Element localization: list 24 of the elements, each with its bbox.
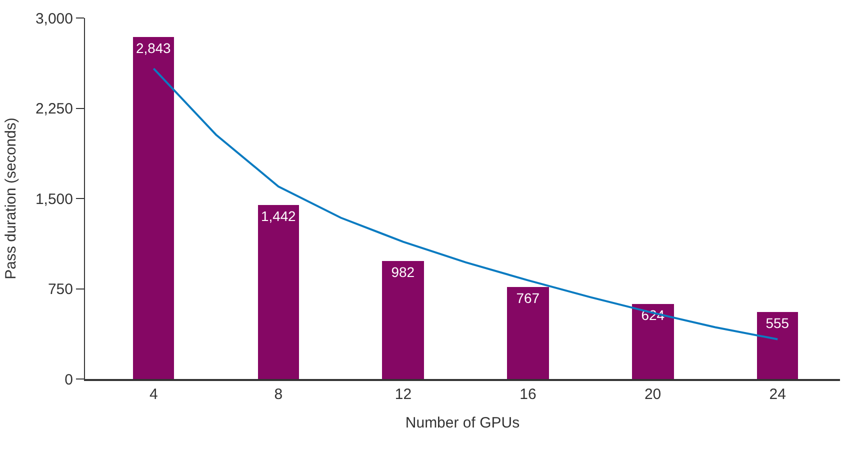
bar	[133, 37, 174, 379]
x-tick-label: 12	[394, 386, 412, 403]
y-tick-label: 750	[48, 281, 73, 298]
data-label: 1,442	[261, 208, 296, 224]
bar	[382, 261, 424, 379]
bar	[757, 312, 798, 379]
bar	[507, 287, 549, 379]
bar	[632, 304, 674, 379]
x-axis-title: Number of GPUs	[405, 414, 520, 432]
x-tick-label: 8	[274, 386, 283, 403]
data-label: 555	[766, 315, 790, 331]
data-label: 2,843	[136, 40, 172, 56]
x-tick-label: 24	[769, 386, 786, 403]
y-tick-label: 2,250	[35, 100, 73, 118]
y-tick-label: 3,000	[35, 10, 73, 28]
y-tick-label: 1,500	[35, 190, 73, 208]
bar	[258, 205, 299, 379]
y-tick-label: 0	[64, 371, 73, 388]
y-axis-title: Pass duration (seconds)	[2, 118, 20, 280]
x-tick-label: 16	[520, 386, 536, 403]
x-tick-label: 4	[149, 386, 158, 403]
x-tick-label: 20	[644, 386, 662, 403]
data-label: 982	[391, 264, 415, 280]
data-label: 767	[516, 290, 540, 306]
